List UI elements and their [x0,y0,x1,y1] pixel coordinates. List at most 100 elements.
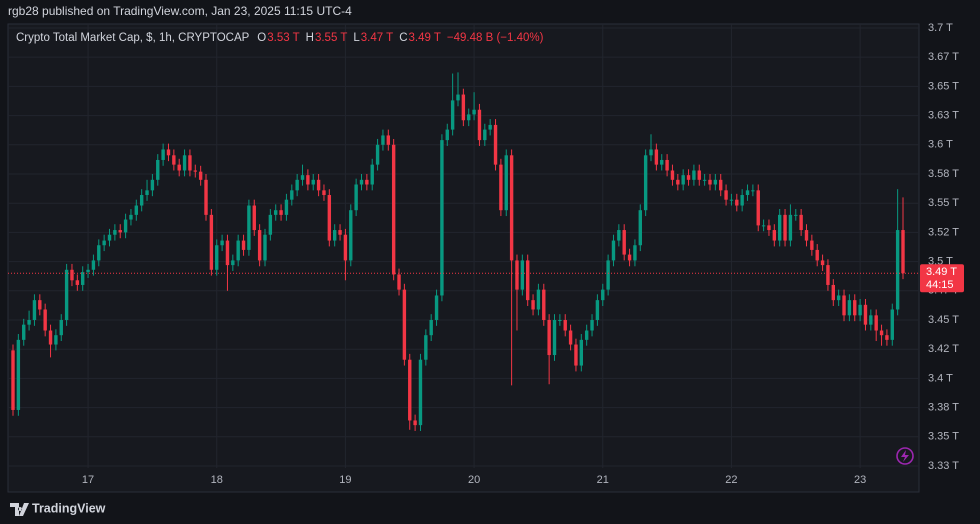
candle-body [80,272,85,285]
candle-body [349,210,353,261]
candle-body [300,175,305,180]
candle-body [885,335,889,340]
overlay: 3.49 T44:15 [8,264,964,293]
ohlc-key: O [257,32,266,44]
candle-body [520,260,525,290]
candle-body [70,269,74,281]
candle-body [354,184,358,211]
y-tick-label: 3.35 T [928,431,959,443]
candle-body [467,114,471,121]
candle-body [113,230,117,235]
candle-body [692,170,696,180]
candle-body [579,339,584,366]
candle-body [740,195,744,206]
candle-body [788,214,793,241]
candle-body [134,205,139,215]
candle-body [456,94,460,101]
candle-body [525,260,530,301]
x-tick-label: 18 [211,474,223,486]
candle-body [161,149,165,160]
candle-body [601,289,605,301]
y-tick-label: 3.42 T [928,343,959,355]
candle-body [606,260,610,290]
candle-body [665,159,669,171]
candle-body [327,195,332,241]
candle-body [440,140,444,296]
candle-body [48,330,53,345]
candle-body [820,260,825,266]
candle-body [193,170,197,172]
candle-body [879,330,884,336]
candle-body [290,190,294,200]
candle-body [708,179,712,185]
candle-body [22,324,26,340]
candle-body [172,155,176,165]
candle-body [359,179,364,185]
candle-body [156,159,160,180]
candle-body [257,230,262,261]
candle-body [263,234,267,261]
candle-body [761,225,766,227]
candle-body [11,350,15,410]
candle-body [563,320,567,331]
x-tick-label: 20 [468,474,480,486]
candle-body [182,155,187,171]
candle-body [91,260,96,270]
candle-body [724,190,728,200]
snapshot-icon [896,447,914,465]
candle-body [247,205,251,250]
candle-body [209,214,214,270]
y-tick-label: 3.33 T [928,460,959,472]
candle-body [32,300,37,320]
publisher-line: rgb28 published on TradingView.com, Jan … [8,4,352,18]
y-tick-label: 3.67 T [928,51,959,63]
candle-body [402,289,407,360]
candle-body [123,219,128,233]
candle-body [311,179,315,185]
candle-body [64,269,69,320]
candle-body [150,179,155,191]
candle-body [375,144,380,165]
candle-body [568,330,573,345]
candle-body [493,124,498,165]
candle-body [43,309,47,331]
candle-body [274,210,278,215]
candle-body [316,179,321,191]
ohlc-key: C [399,32,407,44]
candle-body [295,179,299,191]
candle-body [322,190,326,196]
candle-body [783,214,787,241]
candle-body [842,295,846,316]
candle-body [895,230,900,310]
ohlc-value: 3.49 T [409,32,441,44]
candle-body [552,320,557,356]
candle-body [853,300,857,316]
candle-body [483,129,487,141]
candle-body [370,164,374,185]
candle-body [16,339,21,410]
candle-body [220,240,224,246]
candle-body [338,230,342,235]
ohlc-value: 3.47 T [361,32,393,44]
candle-body [622,230,626,255]
candle-body [225,240,230,266]
candle-body [445,129,449,141]
y-tick-label: 3.4 T [928,372,953,384]
candle-body [429,320,433,336]
candle-body [391,144,396,275]
candle-body [434,295,439,320]
candle-body [145,190,149,196]
y-tick-label: 3.7 T [928,22,953,34]
candle-body [461,94,466,121]
candle-body [97,245,101,261]
price-tag-countdown: 44:15 [926,279,954,291]
y-tick-label: 3.63 T [928,109,959,121]
candle-body [654,149,659,165]
candle-body [558,320,562,321]
candle-body [509,155,514,261]
candle-body [231,260,235,266]
candle-body [547,320,551,356]
candle-body [810,240,814,250]
candle-body [488,124,492,130]
ohlc-value: 3.53 T [267,32,299,44]
